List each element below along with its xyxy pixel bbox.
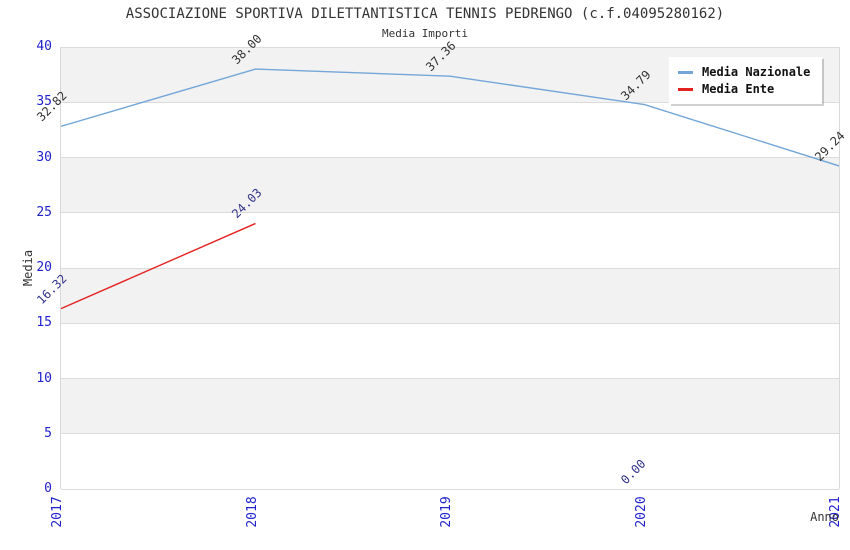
legend-label: Media Ente bbox=[702, 82, 775, 96]
x-axis-tick-label: 2017 bbox=[50, 496, 65, 528]
x-axis-tick-label: 2020 bbox=[633, 496, 649, 528]
legend-item-media-ente: Media Ente bbox=[678, 81, 810, 97]
y-axis-tick-label: 25 bbox=[36, 204, 52, 220]
plot-band bbox=[61, 268, 839, 324]
gridline bbox=[61, 267, 839, 269]
y-axis-tick-label: 10 bbox=[36, 370, 52, 386]
line-media-nazionale bbox=[61, 68, 839, 167]
legend-label: Media Nazionale bbox=[702, 65, 811, 79]
y-axis-tick-label: 0 bbox=[44, 481, 52, 496]
legend: Media Nazionale Media Ente bbox=[669, 57, 823, 104]
legend-swatch-media-ente bbox=[678, 87, 693, 91]
y-axis-title: Media bbox=[21, 249, 35, 287]
chart-subtitle: Media Importi bbox=[381, 27, 469, 40]
y-axis-tick-label: 35 bbox=[36, 94, 52, 110]
y-axis-tick-label: 5 bbox=[44, 425, 52, 441]
y-axis-tick-label: 40 bbox=[36, 39, 52, 54]
gridline bbox=[61, 488, 839, 490]
plot-band bbox=[61, 433, 839, 489]
gridline bbox=[61, 212, 839, 214]
gridline bbox=[61, 157, 839, 158]
legend-item-media-nazionale: Media Nazionale bbox=[678, 64, 810, 80]
plot-band bbox=[61, 102, 839, 158]
line-media-ente bbox=[61, 222, 256, 310]
plot-area bbox=[60, 46, 840, 490]
plot-band bbox=[61, 378, 839, 434]
y-axis-tick-label: 20 bbox=[36, 260, 52, 275]
legend-swatch-media-nazionale bbox=[678, 70, 693, 74]
x-axis-title: Anno bbox=[810, 510, 839, 524]
x-axis-tick-label: 2019 bbox=[439, 496, 454, 528]
y-axis-tick-label: 30 bbox=[36, 149, 52, 165]
plot-band bbox=[61, 157, 839, 213]
gridline bbox=[61, 46, 839, 48]
gridline bbox=[61, 101, 839, 103]
plot-band bbox=[61, 212, 839, 268]
y-axis-tick-label: 15 bbox=[36, 315, 52, 331]
gridline bbox=[61, 433, 839, 435]
chart-title: ASSOCIAZIONE SPORTIVA DILETTANTISTICA TE… bbox=[125, 6, 725, 22]
gridline bbox=[61, 322, 839, 324]
gridline bbox=[61, 378, 839, 379]
x-axis-tick-label: 2018 bbox=[244, 496, 260, 528]
series-lines bbox=[61, 68, 839, 310]
plot-band bbox=[61, 323, 839, 379]
